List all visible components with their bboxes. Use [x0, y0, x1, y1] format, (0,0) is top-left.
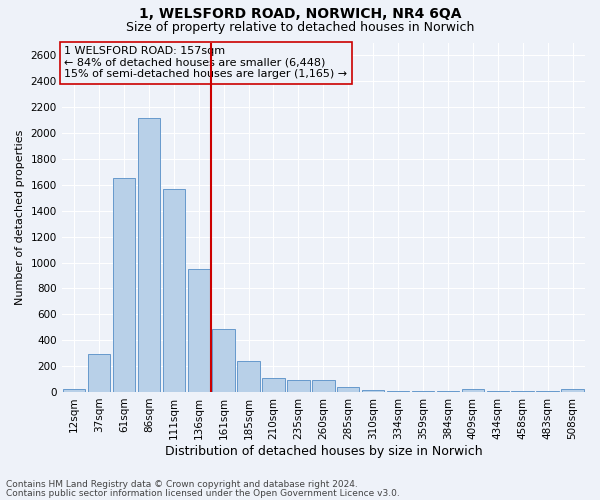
- Bar: [262, 378, 285, 392]
- Bar: [412, 390, 434, 392]
- Bar: [137, 118, 160, 392]
- Bar: [88, 354, 110, 392]
- Bar: [212, 328, 235, 392]
- Bar: [562, 390, 584, 392]
- Bar: [337, 387, 359, 392]
- Bar: [362, 390, 385, 392]
- Text: Size of property relative to detached houses in Norwich: Size of property relative to detached ho…: [126, 21, 474, 34]
- Bar: [312, 380, 335, 392]
- Bar: [387, 390, 409, 392]
- Bar: [113, 178, 135, 392]
- Y-axis label: Number of detached properties: Number of detached properties: [15, 130, 25, 305]
- Bar: [163, 189, 185, 392]
- Bar: [188, 269, 210, 392]
- Text: 1, WELSFORD ROAD, NORWICH, NR4 6QA: 1, WELSFORD ROAD, NORWICH, NR4 6QA: [139, 8, 461, 22]
- Bar: [287, 380, 310, 392]
- Text: 1 WELSFORD ROAD: 157sqm
← 84% of detached houses are smaller (6,448)
15% of semi: 1 WELSFORD ROAD: 157sqm ← 84% of detache…: [64, 46, 347, 79]
- Text: Contains public sector information licensed under the Open Government Licence v3: Contains public sector information licen…: [6, 488, 400, 498]
- X-axis label: Distribution of detached houses by size in Norwich: Distribution of detached houses by size …: [164, 444, 482, 458]
- Bar: [63, 390, 85, 392]
- Bar: [238, 361, 260, 392]
- Text: Contains HM Land Registry data © Crown copyright and database right 2024.: Contains HM Land Registry data © Crown c…: [6, 480, 358, 489]
- Bar: [461, 390, 484, 392]
